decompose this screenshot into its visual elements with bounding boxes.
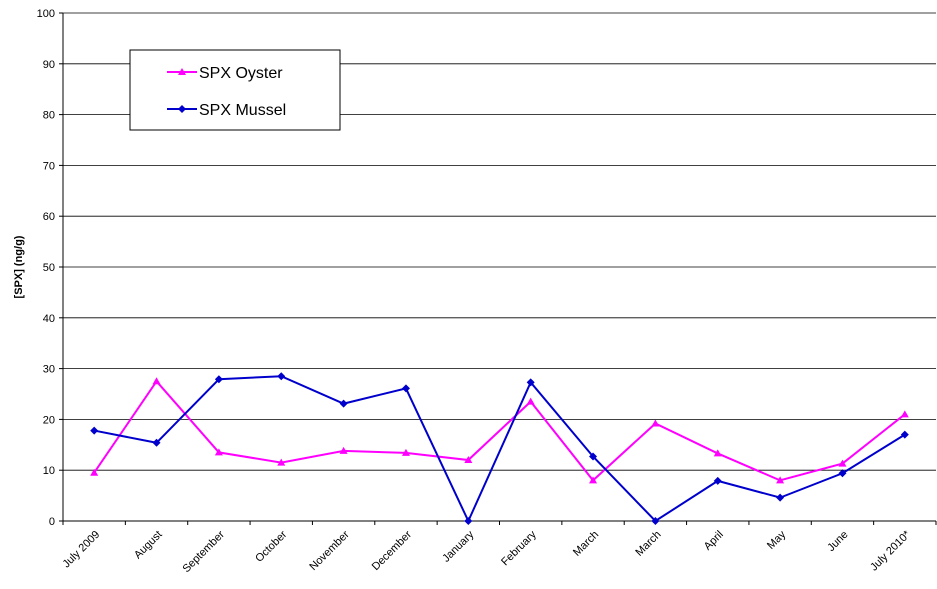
data-point [900, 410, 909, 418]
x-tick-label: April [702, 529, 726, 553]
data-point [526, 397, 535, 405]
data-point [838, 469, 847, 478]
data-point [776, 493, 785, 502]
data-point [651, 517, 660, 525]
data-point [589, 452, 598, 461]
x-tick-label: May [765, 528, 789, 552]
data-point [713, 476, 722, 485]
data-point [401, 384, 410, 393]
data-point [90, 426, 99, 435]
y-tick-label: 60 [43, 211, 55, 223]
data-point [464, 456, 473, 464]
data-point [776, 476, 785, 484]
data-point [589, 476, 598, 484]
legend-label: SPX Mussel [199, 102, 286, 119]
y-tick-label: 10 [43, 465, 55, 477]
x-tick-label: January [440, 528, 477, 565]
series-line [93, 375, 906, 524]
legend-box [129, 49, 341, 131]
data-point [838, 459, 847, 467]
x-tick-label: July 2010* [868, 528, 913, 573]
y-tick-label: 40 [43, 313, 55, 325]
data-point [464, 517, 473, 525]
data-point [90, 468, 99, 476]
data-point [339, 446, 348, 454]
x-tick-label: July 2009 [61, 529, 103, 571]
x-tick-label: June [825, 529, 850, 554]
data-point [651, 419, 660, 427]
y-tick-label: 100 [37, 8, 55, 20]
legend-marker [178, 68, 186, 75]
data-point [214, 448, 223, 456]
x-tick-label: September [180, 528, 227, 575]
x-tick-label: December [370, 528, 415, 573]
x-tick-label: August [132, 529, 165, 562]
y-tick-label: 90 [43, 59, 55, 71]
data-point [526, 378, 535, 387]
data-point [401, 448, 410, 456]
x-tick-label: March [571, 529, 601, 559]
data-point [277, 458, 286, 466]
data-point [152, 377, 161, 385]
data-point [713, 449, 722, 457]
data-point [277, 372, 286, 381]
x-tick-label: February [499, 528, 539, 568]
y-tick-label: 20 [43, 414, 55, 426]
y-tick-label: 80 [43, 110, 55, 122]
legend-marker [178, 105, 186, 113]
y-tick-label: 70 [43, 160, 55, 172]
data-point [339, 399, 348, 408]
x-tick-label: March [633, 529, 663, 559]
y-tick-label: 50 [43, 262, 55, 274]
data-point [152, 438, 161, 447]
legend-label: SPX Oyster [199, 65, 283, 82]
y-tick-label: 0 [49, 516, 55, 528]
data-point [214, 375, 223, 384]
y-tick-label: 30 [43, 364, 55, 376]
y-axis-label: [SPX] (ng/g) [13, 235, 25, 298]
x-tick-label: October [253, 528, 289, 564]
data-point [900, 430, 909, 439]
x-tick-label: November [307, 528, 352, 573]
series-line [93, 379, 906, 482]
